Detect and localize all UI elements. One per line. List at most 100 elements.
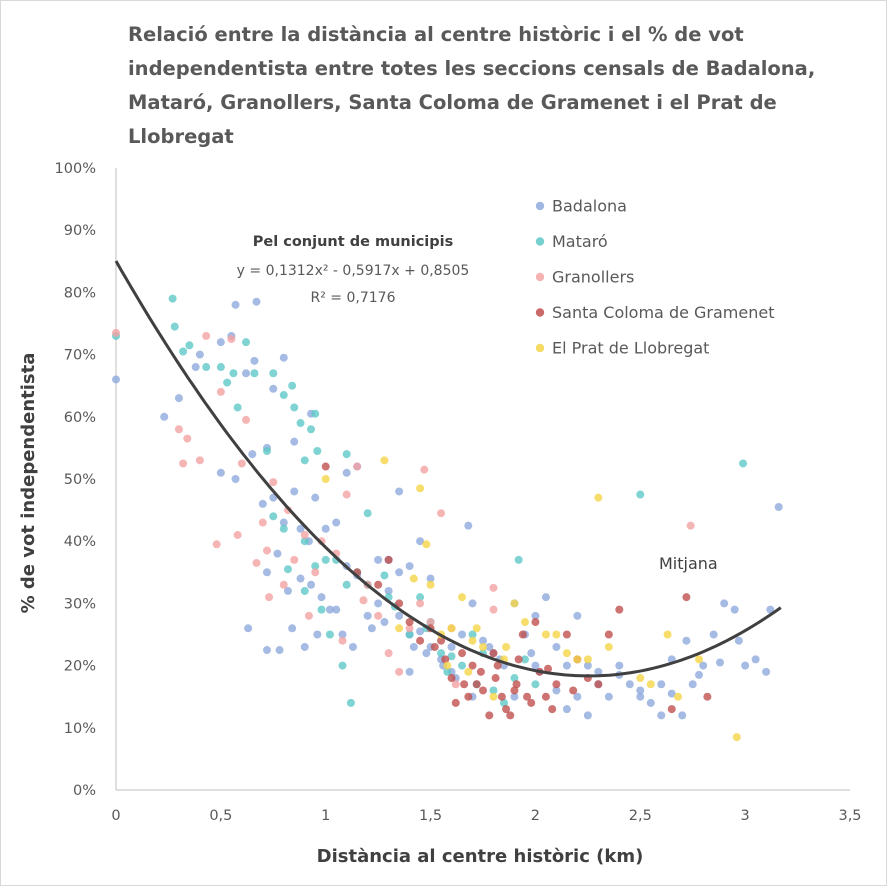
chart-title-line: Mataró, Granollers, Santa Coloma de Gram…	[128, 91, 777, 114]
legend-label: Santa Coloma de Gramenet	[552, 303, 775, 322]
data-point	[179, 347, 188, 356]
data-point	[506, 711, 515, 720]
data-point	[476, 667, 485, 676]
data-point	[304, 611, 313, 620]
data-point	[489, 605, 498, 614]
data-point	[325, 605, 334, 614]
data-point	[499, 698, 508, 707]
data-point	[283, 586, 292, 595]
data-point	[604, 692, 613, 701]
legend-marker	[535, 343, 545, 353]
data-point	[317, 605, 326, 614]
y-tick-label: 80%	[64, 285, 96, 301]
data-point	[112, 375, 120, 384]
data-point	[416, 627, 425, 636]
data-point	[514, 555, 523, 564]
legend-label: Mataró	[552, 232, 608, 251]
legend-label: Granollers	[552, 268, 634, 287]
data-point	[468, 636, 477, 645]
data-point	[520, 655, 529, 664]
data-point	[279, 391, 288, 400]
data-point	[636, 674, 645, 683]
axes: 0% 10% 20% 30% 40% 50% 60% 70% 80% 90% 100% 0 0,5 1 1,…	[55, 161, 862, 824]
data-point	[552, 630, 561, 639]
data-point	[374, 599, 383, 608]
data-point	[774, 502, 783, 511]
data-point	[311, 493, 320, 502]
data-point	[615, 661, 624, 670]
data-point	[739, 459, 748, 468]
data-point	[447, 674, 456, 683]
x-tick-label: 2,5	[629, 808, 652, 824]
data-point	[191, 363, 200, 372]
data-point	[552, 642, 561, 651]
data-point	[374, 580, 383, 589]
data-point	[762, 667, 771, 676]
data-point	[667, 705, 676, 714]
data-point	[426, 580, 435, 589]
data-point	[367, 624, 376, 633]
data-point	[573, 655, 582, 664]
data-point	[573, 611, 582, 620]
data-point	[636, 692, 645, 701]
data-point	[250, 356, 259, 365]
data-point	[311, 568, 320, 577]
data-point	[734, 636, 743, 645]
data-point	[646, 698, 655, 707]
data-point	[342, 490, 351, 499]
data-point	[296, 524, 305, 533]
data-point	[395, 568, 404, 577]
data-point	[223, 378, 232, 387]
data-point	[416, 484, 425, 493]
data-point	[573, 692, 582, 701]
data-point	[262, 546, 271, 555]
x-tick-label: 0,5	[209, 808, 232, 824]
x-tick-label: 3	[741, 808, 750, 824]
data-point	[258, 518, 267, 527]
data-point	[510, 686, 519, 695]
chart-title-line: Relació entre la distància al centre his…	[128, 23, 744, 46]
data-point	[604, 630, 613, 639]
x-tick-label: 1	[321, 808, 330, 824]
x-tick-label: 1,5	[419, 808, 442, 824]
data-point	[405, 630, 414, 639]
data-point	[441, 655, 450, 664]
data-point	[416, 537, 425, 546]
legend-label: Badalona	[552, 197, 627, 216]
data-point	[279, 524, 288, 533]
data-point	[527, 649, 536, 658]
data-point	[296, 419, 305, 428]
data-point	[451, 680, 460, 689]
data-point	[464, 667, 473, 676]
data-point	[479, 636, 487, 645]
data-point	[562, 661, 571, 670]
data-point	[548, 705, 557, 714]
data-point	[275, 646, 284, 655]
data-point	[342, 468, 351, 477]
data-point	[430, 642, 439, 651]
data-point	[552, 686, 561, 695]
data-point	[422, 649, 431, 658]
data-point	[458, 593, 467, 602]
data-point	[250, 369, 259, 378]
data-point	[338, 636, 347, 645]
y-axis-title: % de vot independentista	[18, 353, 39, 614]
data-point	[405, 667, 414, 676]
data-point	[657, 711, 666, 720]
data-point	[663, 630, 672, 639]
data-point	[395, 487, 404, 496]
legend-marker	[535, 308, 545, 317]
data-point	[374, 611, 383, 620]
data-point	[594, 667, 603, 676]
data-point	[321, 555, 330, 564]
data-point	[262, 646, 271, 655]
data-point	[300, 586, 309, 595]
data-point	[170, 322, 179, 331]
data-point	[265, 593, 274, 602]
data-point	[751, 655, 760, 664]
data-point	[185, 341, 194, 350]
data-point	[168, 294, 177, 303]
data-point	[212, 540, 221, 549]
data-point	[468, 661, 477, 670]
data-point	[422, 540, 431, 549]
